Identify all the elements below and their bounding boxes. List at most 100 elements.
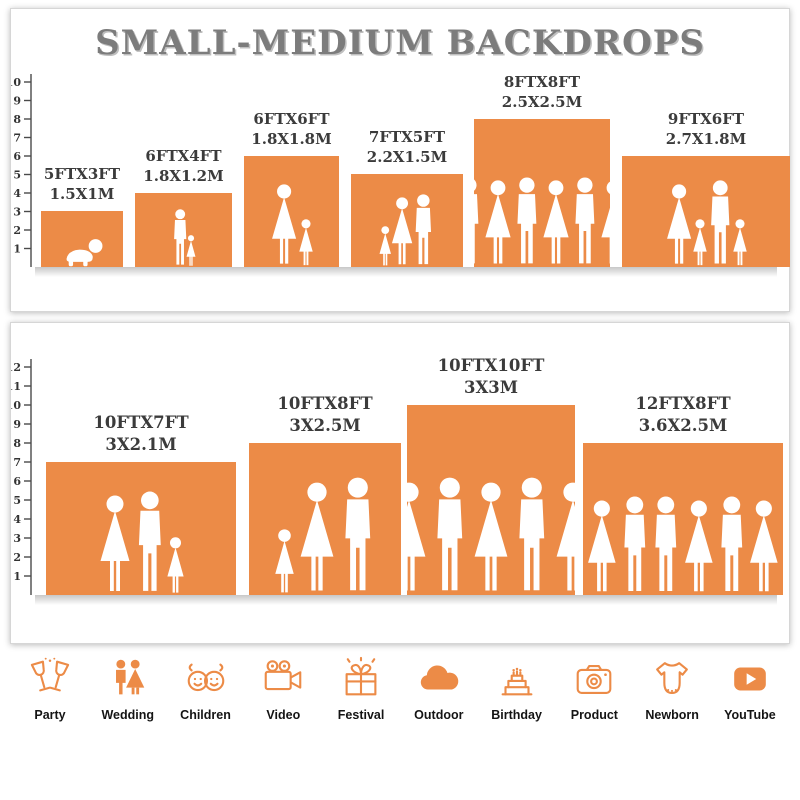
size-m-label: 2.5X2.5M [501,92,583,111]
newborn-onesie-icon [649,656,695,702]
size-ft-label: 9FTX6FT [667,110,745,128]
ruler: 123456789101112 [11,359,32,595]
category-outdoor: Outdoor [403,656,475,722]
svg-text:3: 3 [13,205,21,218]
backdrop-size-label: 10FTX7FT 3X2.1M [93,412,188,456]
girl-silhouette [298,219,313,266]
size-ft-label: 6FTX6FT [253,110,330,128]
man-silhouette [624,496,645,592]
svg-text:4: 4 [13,187,21,200]
svg-text:9: 9 [13,94,21,107]
people-group [41,238,123,267]
woman-silhouette [100,495,130,591]
children-faces-icon [183,656,229,702]
people-group [407,477,575,595]
girl-silhouette [693,219,707,266]
people-group [622,180,790,267]
svg-text:1: 1 [13,570,21,583]
size-ft-label: 5FTX3FT [43,165,121,183]
svg-text:8: 8 [13,437,21,450]
girl-silhouette [379,226,392,266]
category-label: Outdoor [414,708,464,722]
svg-text:2: 2 [13,551,21,564]
woman-silhouette [391,197,413,265]
size-ft-label: 6FTX4FT [145,147,222,165]
backdrop-rect [351,174,463,267]
backdrop-size-label: 7FTX5FT 2.2X1.5M [367,128,447,168]
backdrop-size-label: 6FTX6FT 1.8X1.8M [251,110,331,150]
svg-text:7: 7 [13,456,21,469]
size-m-label: 3X2.5M [289,415,361,435]
category-newborn: Newborn [636,656,708,722]
woman-silhouette [543,180,569,264]
man-silhouette [575,177,595,264]
size-ft-label: 10FTX10FT [437,356,545,375]
backdrop-rect [474,119,610,267]
woman-silhouette [474,482,508,591]
woman-silhouette [407,482,426,591]
svg-text:2: 2 [13,224,21,237]
girl-silhouette [733,219,748,266]
backdrop-rect [249,443,401,595]
wedding-couple-icon [105,656,151,702]
backdrop-rect [46,462,236,595]
girl-silhouette [186,235,196,266]
size-ft-label: 12FTX8FT [635,394,731,413]
category-row: Party Wedding Children Video Festival Outdoor… [14,656,786,722]
size-m-label: 3X3M [463,377,519,397]
category-product: Product [558,656,630,722]
woman-silhouette [601,181,610,264]
woman-silhouette [666,184,691,264]
girl-silhouette [274,529,294,593]
backdrop-size-label: 9FTX6FT 2.7X1.8M [666,110,746,150]
man-silhouette [710,180,730,264]
svg-text:3: 3 [13,532,21,545]
category-birthday: Birthday [481,656,553,722]
ground-shadow [35,595,777,605]
category-label: YouTube [724,708,776,722]
baby-silhouette [66,239,102,267]
backdrop-size-label: 5FTX3FT 1.5X1M [44,165,120,205]
svg-text:5: 5 [13,168,21,181]
svg-text:10: 10 [11,76,21,89]
backdrop-size-label: 8FTX8FT 2.5X2.5M [502,73,582,113]
man-silhouette [437,477,463,591]
size-m-label: 3.6X2.5M [638,415,728,435]
man-silhouette [415,194,432,265]
backdrop-size-label: 12FTX8FT 3.6X2.5M [635,393,730,437]
man-silhouette [776,496,783,595]
category-party: Party [14,656,86,722]
woman-silhouette [750,500,778,592]
svg-text:9: 9 [13,418,21,431]
svg-text:5: 5 [13,494,21,507]
woman-silhouette [556,482,575,591]
panel-top: SMALL-MEDIUM BACKDROPS 1 2 3 4 5 6 7 8 9 10 5FTX3F… [10,8,790,312]
size-ft-label: 10FTX7FT [93,413,189,432]
category-label: Children [180,708,231,722]
size-m-label: 1.8X1.2M [143,166,224,185]
category-label: Wedding [101,708,155,722]
svg-text:1: 1 [13,242,21,255]
woman-silhouette [588,500,616,592]
category-label: Product [570,708,618,722]
svg-text:7: 7 [13,131,21,144]
man-silhouette [655,496,677,592]
man-silhouette [174,209,187,265]
category-label: Birthday [491,708,542,722]
size-m-label: 3X2.1M [105,434,177,454]
backdrop-rect [622,156,790,267]
size-ft-label: 10FTX8FT [277,394,373,413]
category-label: Party [34,708,66,722]
people-group [135,209,232,267]
people-group [46,491,236,595]
category-festival: Festival [325,656,397,722]
man-silhouette [721,496,742,592]
people-group [474,177,610,267]
man-silhouette [138,491,161,591]
woman-silhouette [685,500,713,592]
category-label: Festival [337,708,385,722]
backdrop-rect [41,211,123,267]
product-camera-icon [571,656,617,702]
svg-text:4: 4 [13,513,21,526]
